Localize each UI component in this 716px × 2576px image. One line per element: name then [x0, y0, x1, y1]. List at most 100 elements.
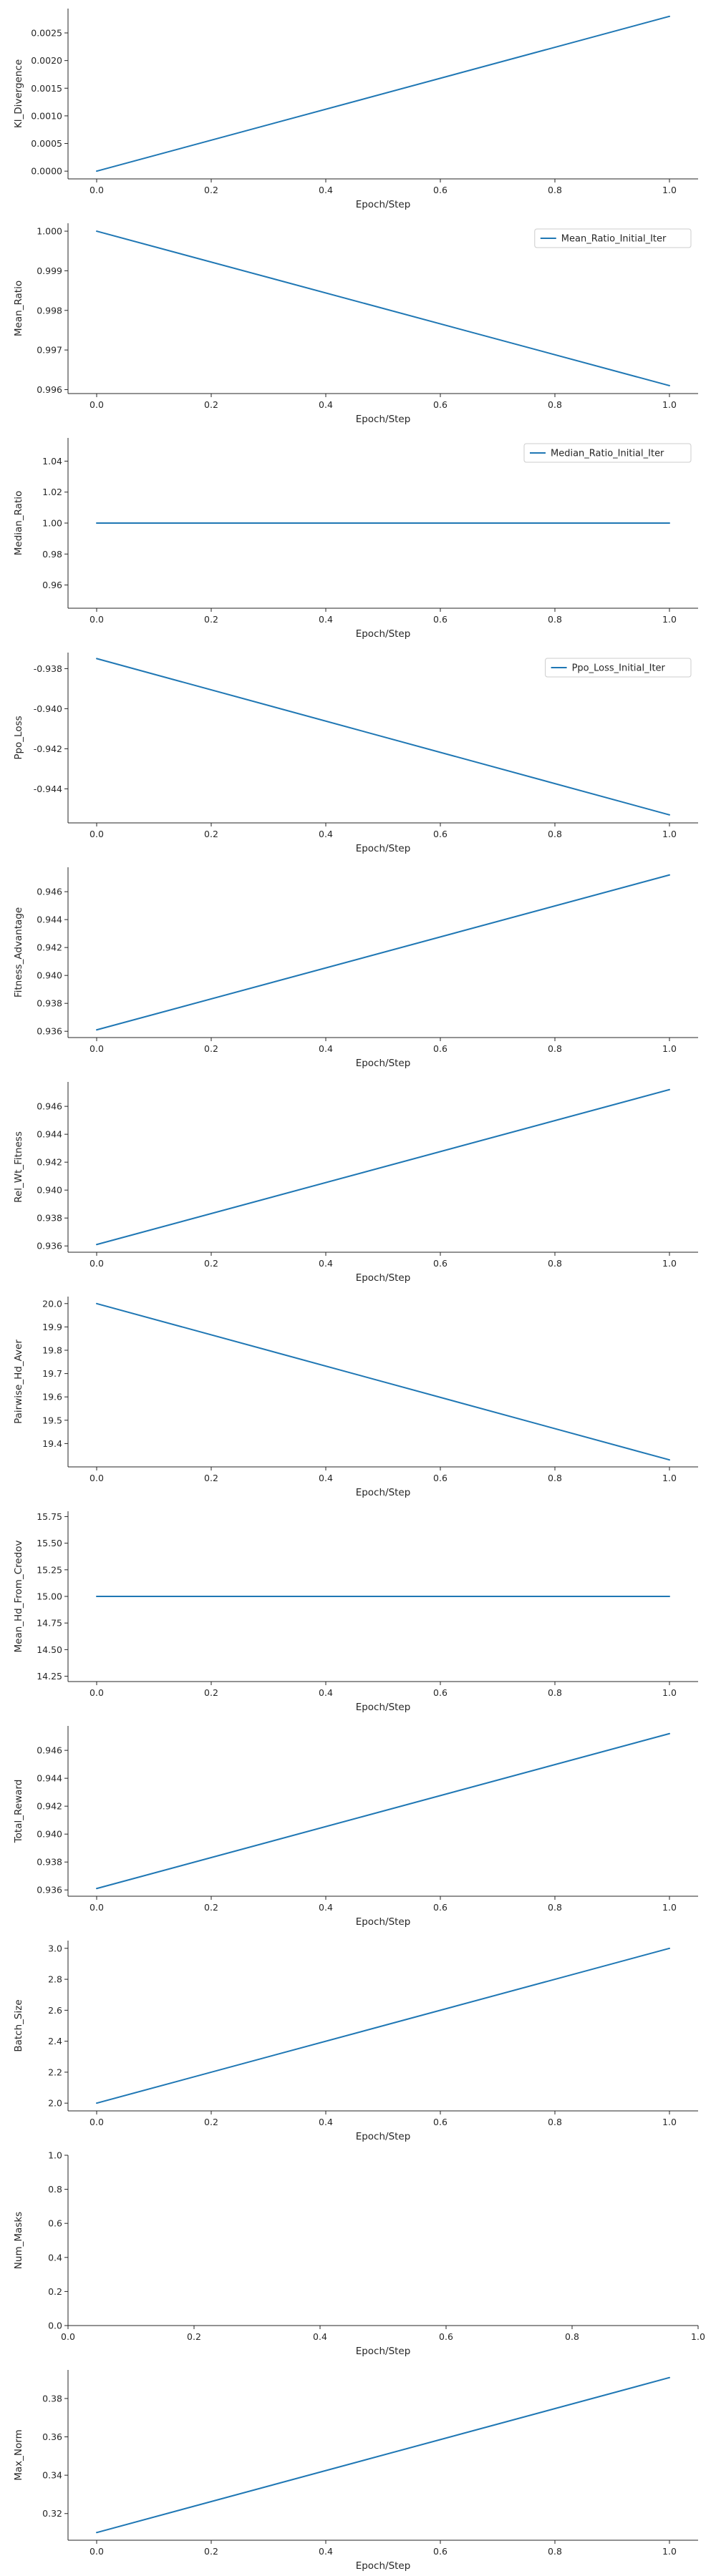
data-point: [669, 1088, 670, 1091]
chart-panel-6: 0.0 0.2 0.4 0.6 0.8 1.0 0.936 0.938 0.940 0.942 0.…: [13, 1082, 698, 1284]
y-tick-label: 14.25: [37, 1671, 62, 1682]
legend: Median_Ratio_Initial_Iter: [523, 443, 692, 463]
y-axis-label: Total_Reward: [13, 1780, 24, 1844]
chart-panel-7: 0.0 0.2 0.4 0.6 0.8 1.0 19.4 19.5 19.6 19.7 19.8 19…: [13, 1297, 698, 1498]
chart-panel-12: 0.0 0.2 0.4 0.6 0.8 1.0 0.32 0.34 0.36 0.38 Epoch/…: [13, 2370, 698, 2572]
data-point: [669, 874, 670, 876]
y-axis-label: Max_Norm: [13, 2429, 24, 2480]
x-tick-label: 0.2: [204, 399, 218, 410]
data-point: [669, 522, 670, 524]
y-tick-label: 0.98: [42, 549, 62, 560]
x-tick-label: 0.6: [433, 829, 448, 839]
x-tick-label: 0.2: [204, 614, 218, 625]
y-tick-label: 14.50: [37, 1644, 62, 1655]
y-tick-label: 0.998: [37, 305, 62, 316]
data-point: [669, 1596, 670, 1597]
x-tick-label: 0.2: [204, 1902, 218, 1913]
x-tick-label: 0.6: [433, 1043, 448, 1054]
x-tick-label: 0.6: [433, 1473, 448, 1483]
y-tick-label: 2.6: [48, 2005, 62, 2016]
y-tick-label: 1.000: [37, 226, 62, 237]
y-tick-label: 0.8: [48, 2184, 62, 2195]
x-tick-label: 0.0: [90, 399, 104, 410]
chart-panel-3: 0.0 0.2 0.4 0.6 0.8 1.0 0.96 0.98 1.00 1.02 1.04 Ep…: [13, 438, 698, 640]
y-tick-label: 0.0025: [31, 28, 62, 39]
y-tick-label: 19.7: [42, 1368, 62, 1379]
x-tick-label: 0.8: [548, 1473, 562, 1483]
x-tick-label: 0.8: [548, 185, 562, 195]
y-tick-label: 2.0: [48, 2098, 62, 2109]
data-point: [669, 1732, 670, 1735]
y-tick-label: -0.940: [34, 703, 62, 714]
y-axis-label: Median_Ratio: [13, 491, 24, 556]
x-axis-label: Epoch/Step: [356, 2346, 411, 2357]
y-tick-label: 19.8: [42, 1345, 62, 1355]
data-point: [669, 1459, 670, 1461]
series-line: [96, 658, 670, 816]
x-tick-label: 0.0: [90, 185, 104, 195]
y-tick-label: 0.0005: [31, 138, 62, 149]
x-tick-label: 0.6: [433, 2117, 448, 2127]
y-tick-label: 0.2: [48, 2286, 62, 2297]
y-tick-label: 0.6: [48, 2218, 62, 2229]
y-tick-label: 0.946: [37, 1745, 62, 1756]
x-tick-label: 1.0: [662, 1473, 677, 1483]
y-tick-label: 0.942: [37, 1801, 62, 1812]
y-tick-label: 15.75: [37, 1511, 62, 1522]
x-tick-label: 0.6: [433, 185, 448, 195]
x-tick-label: 0.4: [319, 1687, 333, 1698]
x-tick-label: 0.8: [548, 2546, 562, 2557]
x-tick-label: 0.8: [565, 2331, 579, 2342]
x-tick-label: 0.4: [319, 185, 333, 195]
x-tick-label: 0.0: [90, 1258, 104, 1269]
series-line: [96, 1302, 670, 1461]
y-tick-label: 15.50: [37, 1538, 62, 1548]
y-tick-label: 0.936: [37, 1026, 62, 1037]
data-point: [96, 2532, 97, 2534]
x-axis-label: Epoch/Step: [356, 414, 411, 425]
chart-panel-9: 0.0 0.2 0.4 0.6 0.8 1.0 0.936 0.938 0.940 0.942 0.…: [13, 1726, 698, 1928]
y-tick-label: 14.75: [37, 1618, 62, 1629]
y-tick-label: 0.944: [37, 914, 62, 925]
data-point: [96, 170, 97, 172]
y-axis-label: Pairwise_Hd_Aver: [13, 1340, 24, 1424]
y-tick-label: 0.0020: [31, 55, 62, 66]
y-tick-label: 0.0000: [31, 166, 62, 177]
y-tick-label: 0.36: [42, 2431, 62, 2442]
y-axis-label: Fitness_Advantage: [13, 907, 24, 997]
x-tick-label: 0.8: [548, 1258, 562, 1269]
y-tick-label: 0.946: [37, 1101, 62, 1112]
x-tick-label: 1.0: [662, 185, 677, 195]
x-axis-label: Epoch/Step: [356, 628, 411, 640]
x-axis-label: Epoch/Step: [356, 1272, 411, 1284]
x-tick-label: 1.0: [662, 614, 677, 625]
x-tick-label: 1.0: [662, 1902, 677, 1913]
data-point: [96, 522, 97, 524]
x-tick-label: 0.2: [204, 185, 218, 195]
data-point: [96, 1302, 97, 1304]
chart-panel-1: 0.0 0.2 0.4 0.6 0.8 1.0 0.0000 0.0005 0.0010 0.00…: [13, 9, 698, 210]
data-point: [669, 814, 670, 816]
data-point: [96, 658, 97, 660]
y-tick-label: 1.04: [42, 456, 62, 467]
x-tick-label: 0.0: [61, 2331, 75, 2342]
y-tick-label: 0.942: [37, 942, 62, 953]
y-tick-label: 0.938: [37, 998, 62, 1009]
x-tick-label: 0.8: [548, 614, 562, 625]
x-tick-label: 0.4: [319, 2117, 333, 2127]
y-tick-label: -0.944: [34, 784, 62, 794]
data-point: [669, 2376, 670, 2379]
x-tick-label: 0.4: [319, 399, 333, 410]
series-line: [96, 1947, 670, 2104]
y-tick-label: 19.6: [42, 1392, 62, 1402]
x-axis-label: Epoch/Step: [356, 1702, 411, 1713]
legend-frame: [523, 443, 692, 463]
y-tick-label: 0.0: [48, 2321, 62, 2331]
data-point: [96, 1244, 97, 1246]
x-tick-label: 0.4: [319, 1902, 333, 1913]
x-tick-label: 1.0: [662, 2117, 677, 2127]
x-tick-label: 0.2: [204, 2117, 218, 2127]
series-line: [96, 874, 670, 1031]
x-tick-label: 0.6: [433, 1902, 448, 1913]
